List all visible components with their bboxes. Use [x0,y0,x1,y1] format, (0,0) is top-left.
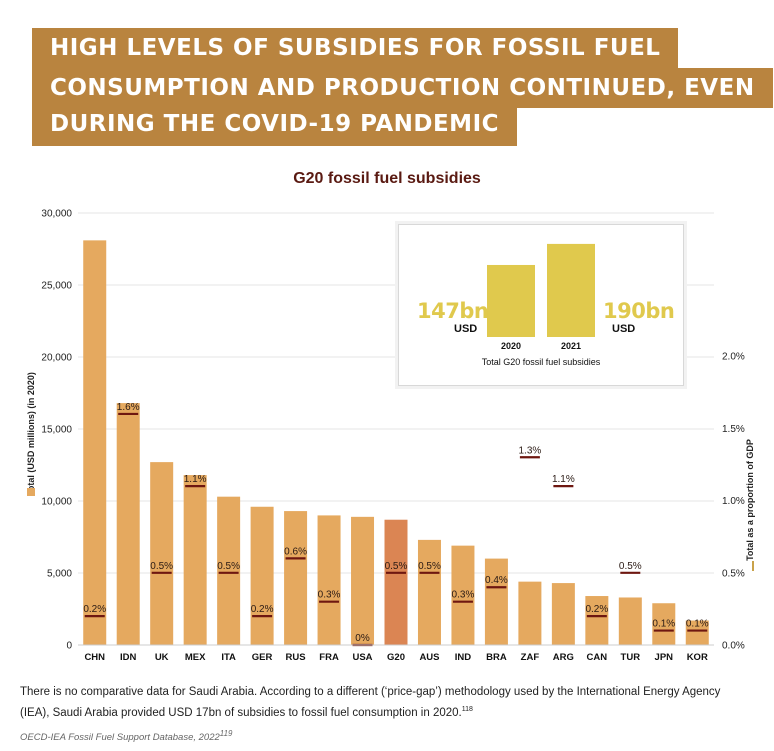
footnote: There is no comparative data for Saudi A… [20,684,740,722]
bar-tur [618,597,642,645]
y2-tick-label: 0.0% [722,641,745,652]
x-tick-label: ITA [221,652,236,663]
y-tick-label: 10,000 [41,497,72,508]
x-tick-label: JPN [655,652,674,663]
footnote-ref: 118 [461,706,473,713]
gdp-label-aus: 0.5% [418,561,441,572]
gdp-label-g20: 0.5% [385,561,408,572]
gdp-label-idn: 1.6% [117,402,140,413]
x-tick-label: CHN [84,652,105,663]
gdp-label-chn: 0.2% [83,604,106,615]
bar-can [585,596,609,645]
inset-bars [487,243,595,337]
inset-unit-2021: USD [612,323,636,335]
inset-value-2021: 190bn [603,299,675,323]
inset-year-2020: 2020 [500,341,522,351]
gdp-label-zaf: 1.3% [518,445,541,456]
headline-line-1: HIGH LEVELS OF SUBSIDIES FOR FOSSIL FUEL [32,28,679,70]
y-axis-title: Total (USD millions) (in 2020) [26,372,36,496]
gdp-label-ita: 0.5% [217,561,240,572]
bar-ger [250,506,274,645]
bar-ita [217,496,241,645]
bar-rus [284,511,308,645]
x-tick-label: FRA [319,652,339,663]
gdp-label-uk: 0.5% [150,561,173,572]
inset-unit-2020: USD [454,323,478,335]
y-tick-label: 5,000 [47,569,72,580]
bar-idn [116,403,140,645]
y-tick-label: 20,000 [41,353,72,364]
x-tick-label: USA [352,652,372,663]
gdp-label-arg: 1.1% [552,474,575,485]
gdp-label-can: 0.2% [585,604,608,615]
x-tick-label: ZAF [521,652,540,663]
y-axis-legend-swatch [27,488,35,496]
gdp-label-kor: 0.1% [686,619,709,630]
bar-arg [551,583,575,645]
gdp-label-usa: 0% [355,633,370,644]
gdp-label-ger: 0.2% [251,604,274,615]
x-tick-label: GER [252,652,273,663]
gdp-label-ind: 0.3% [452,590,475,601]
gdp-label-bra: 0.4% [485,575,508,586]
x-tick-label: BRA [486,652,507,663]
x-tick-label: RUS [286,652,306,663]
bar-chn [83,240,107,646]
y-tick-label: 0 [66,641,72,652]
bar-bra [484,558,508,645]
bar-kor [685,620,709,645]
bar-zaf [518,581,542,645]
gdp-label-mex: 1.1% [184,474,207,485]
y-tick-label: 25,000 [41,281,72,292]
x-tick-label: IDN [120,652,137,663]
bar-uk [150,462,174,645]
x-tick-label: AUS [419,652,439,663]
inset-bar-2020 [487,264,535,337]
source-ref: 119 [219,729,233,738]
inset-value-2020: 147bn [417,299,489,323]
headline-line-3: DURING THE COVID-19 PANDEMIC [32,104,518,146]
x-tick-label: CAN [587,652,608,663]
y2-tick-label: 2.0% [722,352,745,363]
y2-tick-label: 0.5% [722,568,745,579]
y2-tick-label: 1.0% [722,496,745,507]
y-tick-label: 15,000 [41,425,72,436]
y2-axis-title: Total as a proportion of GDP [745,439,755,561]
y-tick-label: 30,000 [41,209,72,220]
bar-usa [351,516,375,645]
x-tick-label: G20 [387,652,405,663]
x-tick-label: KOR [687,652,708,663]
gdp-label-tur: 0.5% [619,561,642,572]
headline-line-2: CONSUMPTION AND PRODUCTION CONTINUED, EV… [32,68,773,108]
gdp-label-fra: 0.3% [318,590,341,601]
inset-caption: Total G20 fossil fuel subsidies [481,357,601,367]
inset-bar-2021 [547,243,595,337]
inset-year-2021: 2021 [560,341,582,351]
gdp-label-jpn: 0.1% [652,619,675,630]
bar-mex [183,475,207,645]
bar-aus [417,539,441,645]
footnote-text: There is no comparative data for Saudi A… [20,686,721,719]
x-tick-label: ARG [553,652,574,663]
y2-tick-label: 1.5% [722,424,745,435]
bar-g20 [384,519,408,645]
source-note: OECD-IEA Fossil Fuel Support Database, 2… [20,729,232,743]
bar-jpn [652,603,676,645]
bar-ind [451,545,475,645]
gdp-label-rus: 0.6% [284,546,307,557]
main-bar-chart: 0 5,000 10,000 15,000 20,000 25,000 30,000 0.0%… [26,209,755,664]
x-tick-label: TUR [621,652,641,663]
x-tick-label: MEX [185,652,206,663]
chart-title: G20 fossil fuel subsidies [293,170,481,187]
x-tick-label: UK [155,652,169,663]
source-text: OECD-IEA Fossil Fuel Support Database, 2… [20,732,220,744]
x-tick-label: IND [455,652,472,663]
inset-chart: 147bn USD 190bn USD 2020 2021 Total G20 … [398,224,684,386]
bar-fra [317,515,341,645]
